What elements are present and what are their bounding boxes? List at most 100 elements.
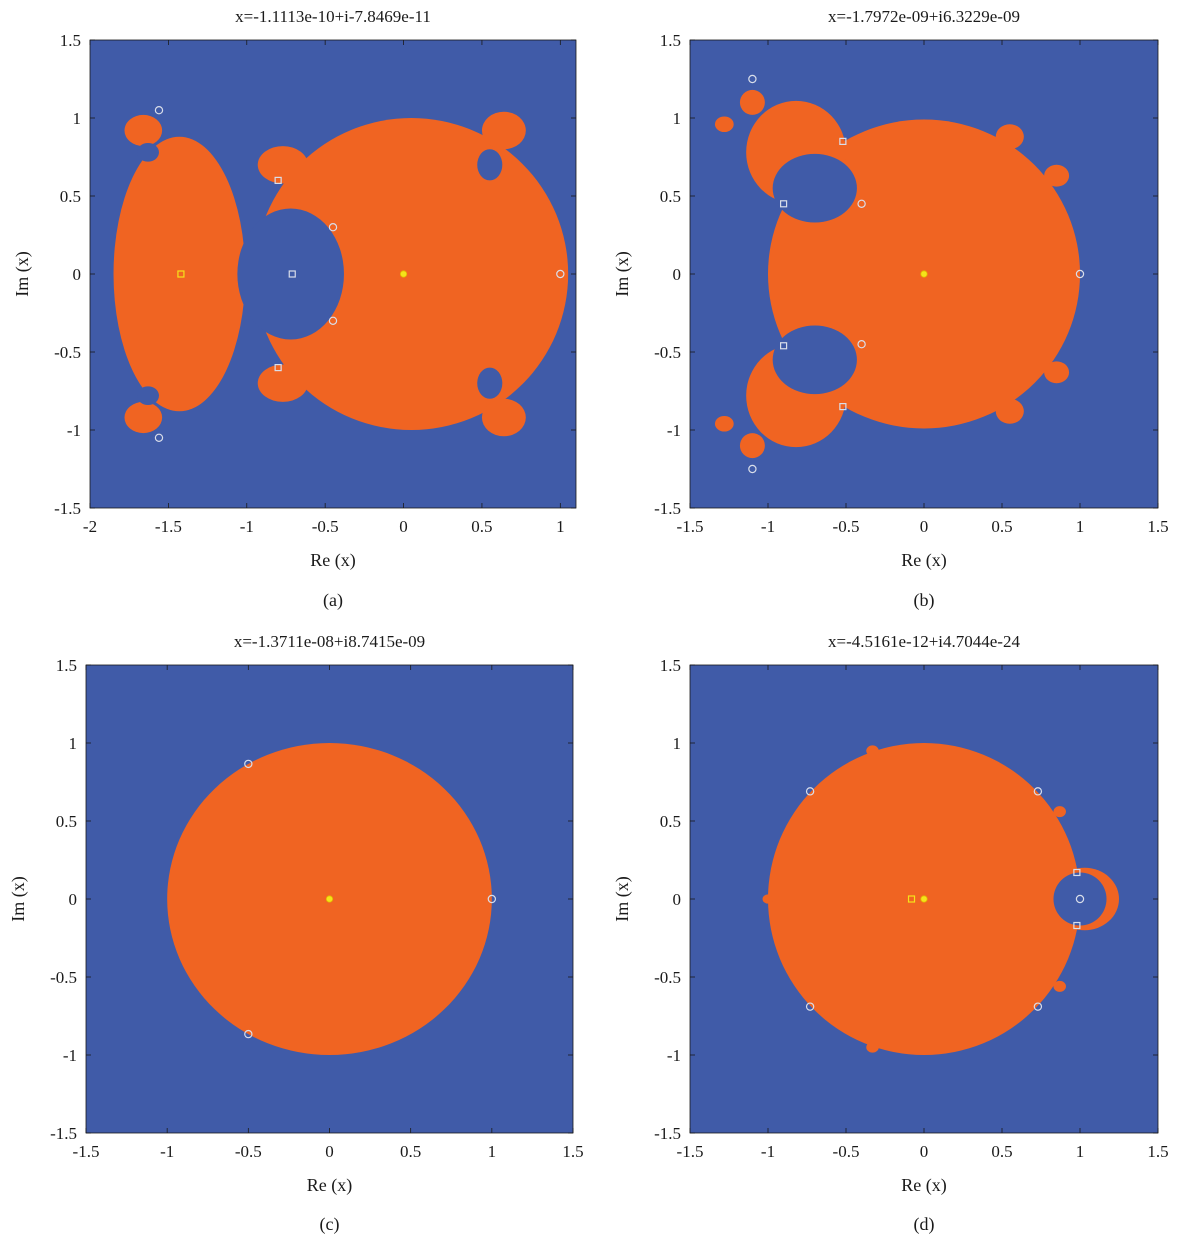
basin-region — [739, 433, 765, 459]
basin-region — [739, 89, 765, 115]
panel-a: -2 -1.5 -1 -0.5 0 0.5 1-1.5-1-0.500.511.5x=-1.… — [12, 7, 577, 611]
panel-c: -1.5 -1 -0.5 0 0.5 1 1.5 -1.5 -1 -0.5 0 0.5 1 1.5 x=-1… — [8, 632, 584, 1235]
y-axis-label: Im (x) — [12, 251, 33, 296]
circle-marker — [805, 787, 815, 796]
basin-hole — [237, 208, 344, 340]
basin-region — [254, 118, 569, 430]
y-axis-label: Im (x) — [612, 876, 633, 921]
x-tick-label: 0 — [399, 517, 408, 536]
basin-plot — [762, 743, 1120, 1055]
y-tick-label: 1 — [673, 109, 682, 128]
root-dot-marker — [325, 895, 334, 903]
y-tick-label: -1 — [667, 1046, 681, 1065]
x-tick-label: 0.5 — [991, 517, 1012, 536]
basin-region — [1044, 164, 1070, 187]
basin-hole — [477, 149, 503, 181]
y-tick-label: 0.5 — [56, 812, 77, 831]
x-axis-label: Re (x) — [310, 550, 355, 571]
square-marker — [274, 176, 282, 184]
panel-caption: (d) — [914, 1214, 935, 1235]
basin-region — [762, 894, 774, 904]
square-marker — [779, 342, 788, 350]
x-tick-label: -1.5 — [677, 1142, 704, 1161]
y-tick-label: 1 — [673, 734, 682, 753]
basin-region — [866, 745, 879, 757]
y-tick-label: 1 — [73, 109, 82, 128]
basin-plot — [113, 105, 569, 442]
basin-region — [257, 364, 308, 402]
y-tick-label: 1.5 — [660, 31, 681, 50]
basin-hole — [137, 386, 159, 406]
y-tick-label: -1 — [667, 421, 681, 440]
y-tick-label: 1 — [69, 734, 78, 753]
basin-hole — [772, 153, 857, 223]
circle-marker — [487, 894, 497, 904]
y-tick-label: -0.5 — [654, 968, 681, 987]
x-tick-label: -1.5 — [73, 1142, 100, 1161]
basin-region — [995, 398, 1024, 424]
y-tick-label: -0.5 — [50, 968, 77, 987]
basin-hole — [477, 367, 503, 399]
circle-marker — [154, 105, 164, 115]
basin-hole — [1053, 872, 1107, 926]
circle-marker — [805, 1002, 815, 1011]
x-tick-label: 0.5 — [471, 517, 492, 536]
y-tick-label: -0.5 — [54, 343, 81, 362]
y-tick-label: 0.5 — [660, 812, 681, 831]
panel-title: x=-1.3711e-08+i8.7415e-09 — [234, 632, 425, 651]
panel-caption: (b) — [914, 590, 935, 611]
basin-region — [124, 401, 163, 434]
basin-region — [1053, 980, 1066, 992]
x-tick-label: 1 — [556, 517, 565, 536]
x-tick-label: 1 — [1076, 1142, 1085, 1161]
y-tick-label: -1.5 — [654, 499, 681, 518]
y-tick-label: -1 — [63, 1046, 77, 1065]
circle-marker — [1033, 787, 1043, 796]
y-tick-label: 1.5 — [660, 656, 681, 675]
y-axis-label: Im (x) — [612, 251, 633, 296]
square-marker — [288, 270, 296, 278]
y-tick-label: -1.5 — [54, 499, 81, 518]
circle-marker — [556, 269, 565, 279]
x-tick-label: -1.5 — [155, 517, 182, 536]
panel-title: x=-4.5161e-12+i4.7044e-24 — [828, 632, 1020, 651]
basin-region — [866, 1041, 879, 1053]
x-tick-label: 1 — [1076, 517, 1085, 536]
x-tick-label: -1 — [761, 1142, 775, 1161]
y-tick-label: 0 — [69, 890, 78, 909]
x-tick-label: 1 — [488, 1142, 497, 1161]
x-tick-label: 0.5 — [991, 1142, 1012, 1161]
x-tick-label: 0 — [920, 517, 929, 536]
y-tick-label: -1.5 — [654, 1124, 681, 1143]
square-marker — [839, 403, 847, 411]
x-axis-label: Re (x) — [307, 1175, 352, 1196]
x-tick-label: 1.5 — [1147, 1142, 1168, 1161]
x-tick-label: -0.5 — [833, 517, 860, 536]
circle-marker — [154, 433, 164, 442]
circle-marker — [1033, 1002, 1043, 1011]
panel-caption: (c) — [320, 1214, 340, 1235]
panel-d: -1.5 -1 -0.5 0 0.5 1 1.5 -1.5 -1 -0.5 0 0.5 1 1.5 x=-4… — [612, 632, 1169, 1235]
x-tick-label: -0.5 — [235, 1142, 262, 1161]
circle-marker — [328, 316, 338, 325]
y-tick-label: 1.5 — [60, 31, 81, 50]
y-tick-label: 0 — [73, 265, 82, 284]
x-tick-label: -0.5 — [833, 1142, 860, 1161]
x-tick-label: 0 — [325, 1142, 334, 1161]
basin-region — [714, 116, 734, 133]
basin-region — [481, 398, 526, 437]
square-marker — [779, 200, 788, 208]
root-dot-marker — [920, 270, 928, 278]
basin-region — [113, 136, 246, 412]
panel-b: -1.5 -1 -0.5 0 0.5 1 1.5 -1.5 -1 -0.5 0 0.5 1 1.5 x=-1… — [612, 7, 1169, 611]
circle-marker — [857, 340, 866, 349]
square-marker — [274, 364, 282, 372]
x-tick-label: 0 — [920, 1142, 929, 1161]
x-axis-label: Re (x) — [901, 1175, 946, 1196]
y-tick-label: 1.5 — [56, 656, 77, 675]
basin-region — [1044, 361, 1070, 384]
y-tick-label: -1.5 — [50, 1124, 77, 1143]
square-marker — [177, 270, 185, 278]
basin-region — [481, 111, 526, 150]
